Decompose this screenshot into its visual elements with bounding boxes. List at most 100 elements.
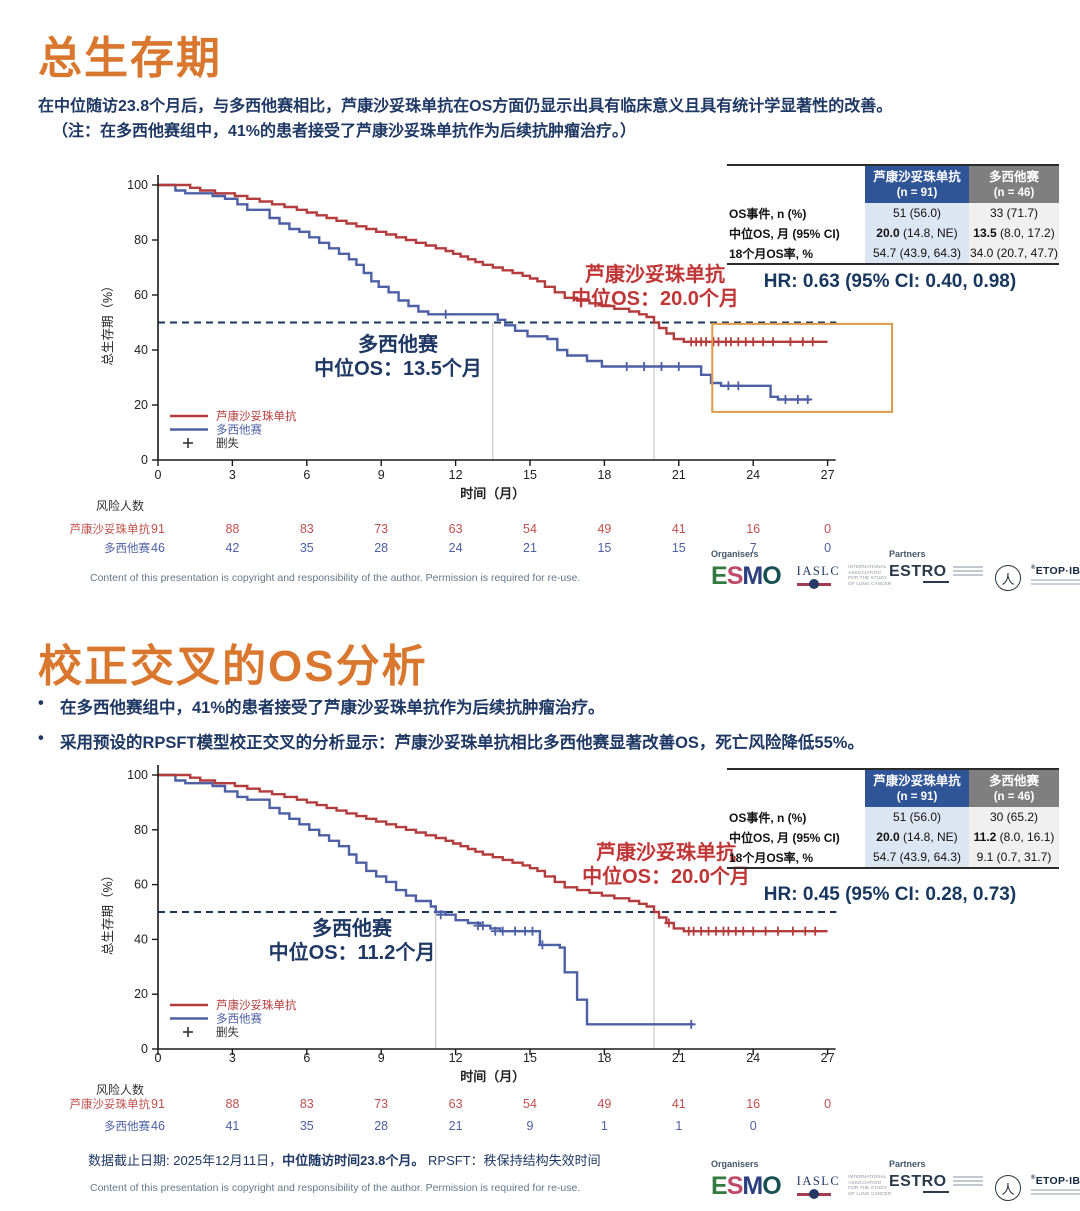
estro-underline bbox=[923, 581, 949, 583]
km-chart-2: 0 91 46 3 88 41 6 83 35 9 73 28 12 63 21 15 54 9 18 49 1 21 41… bbox=[70, 765, 837, 1133]
legend-label: 多西他赛 bbox=[216, 423, 262, 437]
iaslc-subtext: INTERNATIONAL ASSOCIATION FOR THE STUDY OF … bbox=[848, 1174, 892, 1196]
x-tick-label: 3 bbox=[229, 468, 236, 482]
km-curve-芦康沙妥珠单抗 bbox=[158, 773, 828, 933]
partners-block: Partners ESTRO 人 ®ETOP·IBCSG bbox=[889, 1159, 1080, 1201]
footnote-pre: 数据截止日期: 2025年12月11日， bbox=[88, 1153, 283, 1168]
tail-highlight-box bbox=[711, 322, 894, 413]
risk-row-name: 多西他赛 bbox=[104, 541, 150, 555]
esmo-logo: ESMO bbox=[711, 1172, 782, 1200]
stats-value-cell: 51 (56.0) bbox=[865, 203, 969, 223]
x-tick-label: 3 bbox=[229, 1051, 236, 1065]
copyright-line-2: Content of this presentation is copyrigh… bbox=[90, 1182, 581, 1194]
y-tick-label: 40 bbox=[134, 343, 148, 357]
legend-label: 多西他赛 bbox=[216, 1012, 262, 1026]
x-tick-label: 6 bbox=[303, 468, 310, 482]
median-os-annotation: 中位OS：11.2个月 bbox=[269, 940, 436, 964]
risk-count: 15 bbox=[672, 541, 686, 555]
estro-tagline-bars bbox=[953, 1176, 983, 1188]
risk-count: 41 bbox=[672, 522, 686, 536]
estro-tagline-bars bbox=[953, 566, 983, 578]
stats-value-cell: 20.0 (14.8, NE) bbox=[865, 223, 969, 243]
etop-tagline-bars bbox=[1031, 579, 1080, 585]
registered-icon: ® bbox=[1031, 565, 1036, 571]
risk-count: 83 bbox=[300, 1097, 314, 1111]
risk-count: 0 bbox=[824, 522, 831, 536]
risk-count: 16 bbox=[746, 522, 760, 536]
risk-count: 35 bbox=[300, 541, 314, 555]
stats-value-cell: 33 (71.7) bbox=[969, 203, 1059, 223]
risk-count: 24 bbox=[449, 541, 463, 555]
stats-value-cell: 11.2 (8.0, 16.1) bbox=[969, 827, 1059, 847]
legend-label: 删失 bbox=[216, 1026, 239, 1039]
risk-count: 28 bbox=[374, 1119, 388, 1133]
y-tick-label: 40 bbox=[134, 932, 148, 946]
logos-bar-2: Organisers ESMO IASLC INTERNATIONAL ASSOC… bbox=[703, 1159, 1080, 1211]
y-tick-label: 60 bbox=[134, 878, 148, 892]
y-axis-label: 总生存期（%） bbox=[101, 869, 115, 955]
risk-row-name: 芦康沙妥珠单抗 bbox=[70, 522, 151, 536]
km-curve-芦康沙妥珠单抗 bbox=[158, 183, 828, 343]
copyright-line-1: Content of this presentation is copyrigh… bbox=[90, 572, 581, 584]
organisers-label: Organisers bbox=[711, 1159, 759, 1169]
median-os-annotation: 芦康沙妥珠单抗 bbox=[585, 262, 725, 286]
etop-tagline-bars bbox=[1031, 1189, 1080, 1195]
x-tick-label: 24 bbox=[746, 468, 760, 482]
stats-column-header: 芦康沙妥珠单抗 (n = 91) bbox=[865, 166, 969, 203]
risk-count: 41 bbox=[225, 1119, 239, 1133]
risk-table-title: 风险人数 bbox=[96, 498, 144, 513]
x-tick-label: 27 bbox=[821, 468, 835, 482]
iaslc-logo: IASLC bbox=[796, 564, 841, 589]
x-tick-label: 21 bbox=[672, 1051, 686, 1065]
risk-count: 83 bbox=[300, 522, 314, 536]
bullet-text-2: 采用预设的RPSFT模型校正交叉的分析显示：芦康沙妥珠单抗相比多西他赛显著改善O… bbox=[60, 734, 864, 752]
risk-count: 0 bbox=[824, 1097, 831, 1111]
risk-count: 15 bbox=[597, 541, 611, 555]
stats-row: 18个月OS率, % 54.7 (43.9, 64.3) 34.0 (20.7, 4… bbox=[727, 243, 1059, 263]
stats-value-cell: 20.0 (14.8, NE) bbox=[865, 827, 969, 847]
x-tick-label: 12 bbox=[449, 468, 463, 482]
x-tick-label: 9 bbox=[378, 468, 385, 482]
risk-count: 46 bbox=[151, 1119, 165, 1133]
iaslc-lung-emblem bbox=[796, 579, 831, 589]
x-tick-label: 15 bbox=[523, 1051, 537, 1065]
footnote-bold: 中位随访时间23.8个月。 bbox=[282, 1153, 425, 1168]
risk-count: 16 bbox=[746, 1097, 760, 1111]
estro-logo: ESTRO bbox=[889, 1173, 949, 1193]
risk-count: 28 bbox=[374, 541, 388, 555]
stats-value-cell: 13.5 (8.0, 17.2) bbox=[969, 223, 1059, 243]
risk-count: 21 bbox=[523, 541, 537, 555]
stats-row: OS事件, n (%) 51 (56.0) 33 (71.7) bbox=[727, 203, 1059, 223]
x-tick-label: 27 bbox=[821, 1051, 835, 1065]
x-tick-label: 24 bbox=[746, 1051, 760, 1065]
km-curve-多西他赛 bbox=[158, 773, 694, 1026]
x-tick-label: 21 bbox=[672, 468, 686, 482]
x-axis-label: 时间（月） bbox=[460, 486, 525, 501]
stats-row-label: 18个月OS率, % bbox=[729, 246, 814, 261]
registered-icon: ® bbox=[1031, 1175, 1036, 1181]
risk-count: 54 bbox=[523, 1097, 537, 1111]
etop-ibcsg-logo: ®ETOP·IBCSG bbox=[1031, 1175, 1080, 1195]
y-tick-label: 20 bbox=[134, 398, 148, 412]
legend-label: 芦康沙妥珠单抗 bbox=[216, 998, 297, 1012]
risk-count: 1 bbox=[675, 1119, 682, 1133]
stats-header-spacer bbox=[727, 770, 865, 807]
risk-count: 49 bbox=[597, 522, 611, 536]
y-tick-label: 0 bbox=[141, 1042, 148, 1056]
risk-row-name: 多西他赛 bbox=[104, 1119, 150, 1133]
risk-count: 1 bbox=[601, 1119, 608, 1133]
bullet-item: • 在多西他赛组中，41%的患者接受了芦康沙妥珠单抗作为后续抗肿瘤治疗。 bbox=[38, 694, 1048, 718]
stats-row-label: OS事件, n (%) bbox=[729, 810, 807, 825]
y-tick-label: 0 bbox=[141, 453, 148, 467]
stats-row-label: 中位OS, 月 (95% CI) bbox=[729, 830, 840, 845]
organisers-block: Organisers ESMO IASLC INTERNATIONAL ASSOC… bbox=[711, 1159, 891, 1199]
y-tick-label: 100 bbox=[127, 768, 148, 782]
organisers-label: Organisers bbox=[711, 549, 759, 559]
stats-header-row: 芦康沙妥珠单抗 (n = 91) 多西他赛 (n = 46) bbox=[727, 770, 1059, 807]
hr-text-1: HR: 0.63 (95% CI: 0.40, 0.98) bbox=[763, 271, 1017, 292]
os-stats-table-2: 芦康沙妥珠单抗 (n = 91) 多西他赛 (n = 46) OS事件, n (%) 51… bbox=[727, 768, 1059, 869]
bullet-dot: • bbox=[38, 694, 44, 712]
bullet-item: • 采用预设的RPSFT模型校正交叉的分析显示：芦康沙妥珠单抗相比多西他赛显著改… bbox=[38, 729, 1048, 753]
stats-value-cell: 51 (56.0) bbox=[865, 807, 969, 827]
